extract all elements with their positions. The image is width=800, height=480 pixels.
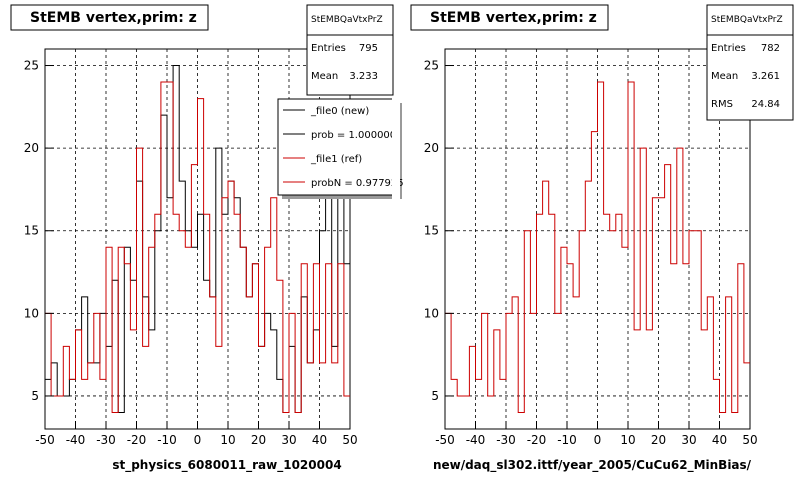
histogram-series-1 xyxy=(45,81,350,413)
x-tick-label: -30 xyxy=(96,433,116,447)
x-tick-label: 40 xyxy=(312,433,327,447)
left-stats-header: StEMBQaVtxPrZ xyxy=(311,15,383,25)
y-tick-label: 5 xyxy=(431,389,439,403)
left-stats-mean-value: 3.233 xyxy=(349,71,378,82)
left-stats-entries-label: Entries xyxy=(311,43,346,54)
x-tick-label: -40 xyxy=(66,433,86,447)
x-tick-label: 20 xyxy=(251,433,266,447)
y-tick-label: 15 xyxy=(424,224,439,238)
y-tick-label: 25 xyxy=(424,59,439,73)
left-stats-entries-value: 795 xyxy=(359,43,378,54)
right-stats-rms-label: RMS xyxy=(711,99,733,110)
left-ticks: -50 -40 -30 -20 -10 0 10 20 30 40 50 5 10 15 20 25 xyxy=(24,59,358,447)
y-tick-label: 25 xyxy=(24,59,39,73)
right-title: StEMB vertex,prim: z xyxy=(430,10,597,26)
right-stats-mean-label: Mean xyxy=(711,71,738,82)
x-tick-label: -50 xyxy=(435,433,455,447)
left-title-box xyxy=(10,4,209,31)
left-histograms xyxy=(45,65,350,413)
x-tick-label: -10 xyxy=(157,433,177,447)
right-stats-rms-value: 24.84 xyxy=(751,99,780,110)
x-tick-label: -20 xyxy=(127,433,147,447)
legend: _file0 (new) prob = 1.000000 _file1 (ref… xyxy=(277,96,404,201)
right-histograms xyxy=(445,81,750,413)
x-tick-label: 50 xyxy=(342,433,357,447)
x-tick-label: 40 xyxy=(712,433,727,447)
x-tick-label: 20 xyxy=(651,433,666,447)
x-tick-label: -40 xyxy=(466,433,486,447)
x-tick-label: 10 xyxy=(620,433,635,447)
x-tick-label: 10 xyxy=(220,433,235,447)
y-tick-label: 10 xyxy=(424,306,439,320)
left-title: StEMB vertex,prim: z xyxy=(30,10,197,26)
left-x-axis-label: st_physics_6080011_raw_1020004 xyxy=(112,458,341,473)
right-grid xyxy=(445,49,750,429)
right-stats-mean-value: 3.261 xyxy=(751,71,780,82)
right-pad: -50 -40 -30 -20 -10 0 10 20 30 40 50 5 10 15 20 25 StEM… xyxy=(410,4,794,473)
right-stats-header: StEMBQaVtxPrZ xyxy=(711,15,783,25)
y-tick-label: 15 xyxy=(24,224,39,238)
x-tick-label: -50 xyxy=(35,433,55,447)
x-tick-label: 0 xyxy=(594,433,602,447)
legend-label-new: _file0 (new) xyxy=(310,106,369,117)
right-title-box xyxy=(410,4,609,31)
x-tick-label: -10 xyxy=(557,433,577,447)
legend-label-ref: _file1 (ref) xyxy=(310,154,362,165)
legend-label-probn: probN = 0.977925 xyxy=(311,178,404,189)
y-tick-label: 20 xyxy=(24,141,39,155)
x-tick-label: -30 xyxy=(496,433,516,447)
legend-label-prob: prob = 1.000000 xyxy=(311,130,396,141)
left-pad: -50 -40 -30 -20 -10 0 10 20 30 40 50 5 10 15 20 25 StEM… xyxy=(10,4,404,473)
x-tick-label: 50 xyxy=(742,433,757,447)
right-x-axis-label: new/daq_sl302.ittf/year_2005/CuCu62_MinB… xyxy=(433,458,752,473)
left-stats-mean-label: Mean xyxy=(311,71,338,82)
left-stats-box: StEMBQaVtxPrZ Entries 795 Mean 3.233 xyxy=(306,4,394,96)
right-stats-entries-value: 782 xyxy=(761,43,780,54)
histogram-series-0 xyxy=(445,81,750,413)
x-tick-label: 30 xyxy=(281,433,296,447)
y-tick-label: 20 xyxy=(424,141,439,155)
x-tick-label: 30 xyxy=(681,433,696,447)
y-tick-label: 5 xyxy=(31,389,39,403)
x-tick-label: 0 xyxy=(194,433,202,447)
right-stats-box: StEMBQaVtxPrZ Entries 782 Mean 3.261 RMS… xyxy=(706,4,794,121)
right-ticks: -50 -40 -30 -20 -10 0 10 20 30 40 50 5 10 15 20 25 xyxy=(424,59,758,447)
x-tick-label: -20 xyxy=(527,433,547,447)
y-tick-label: 10 xyxy=(24,306,39,320)
right-stats-entries-label: Entries xyxy=(711,43,746,54)
